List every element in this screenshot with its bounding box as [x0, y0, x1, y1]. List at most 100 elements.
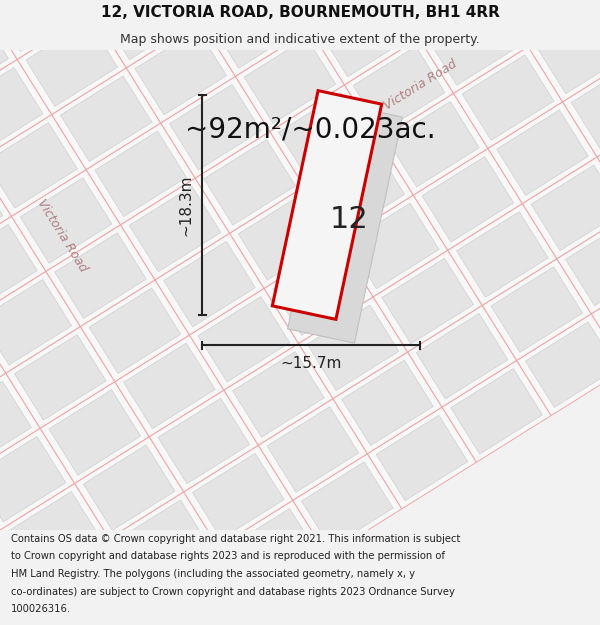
- Polygon shape: [209, 0, 301, 68]
- Polygon shape: [566, 220, 600, 306]
- Text: ~15.7m: ~15.7m: [280, 356, 341, 371]
- Polygon shape: [11, 169, 121, 271]
- Polygon shape: [413, 149, 523, 250]
- Text: 100026316.: 100026316.: [11, 604, 71, 614]
- Polygon shape: [121, 178, 230, 280]
- Polygon shape: [0, 216, 46, 318]
- Polygon shape: [0, 169, 3, 255]
- Polygon shape: [379, 93, 488, 195]
- Polygon shape: [428, 0, 520, 85]
- Polygon shape: [238, 195, 330, 280]
- Polygon shape: [80, 280, 190, 382]
- Polygon shape: [451, 369, 542, 454]
- Polygon shape: [0, 68, 43, 153]
- Polygon shape: [0, 224, 37, 310]
- Polygon shape: [347, 203, 439, 289]
- Polygon shape: [126, 21, 235, 123]
- Polygon shape: [0, 279, 71, 365]
- Polygon shape: [416, 314, 508, 399]
- Polygon shape: [118, 500, 209, 586]
- Polygon shape: [198, 296, 290, 382]
- Polygon shape: [0, 318, 6, 420]
- Polygon shape: [307, 305, 399, 391]
- Polygon shape: [304, 140, 413, 242]
- Polygon shape: [338, 195, 448, 297]
- Polygon shape: [267, 407, 359, 492]
- Polygon shape: [101, 0, 192, 60]
- Polygon shape: [373, 250, 482, 352]
- Polygon shape: [124, 343, 215, 429]
- Polygon shape: [193, 453, 284, 539]
- Polygon shape: [523, 157, 600, 259]
- Polygon shape: [313, 148, 404, 234]
- Polygon shape: [14, 334, 106, 420]
- Polygon shape: [502, 0, 594, 39]
- Text: ~18.3m: ~18.3m: [179, 174, 193, 236]
- Polygon shape: [61, 76, 152, 161]
- Polygon shape: [0, 122, 77, 208]
- Polygon shape: [89, 288, 181, 374]
- Polygon shape: [275, 0, 385, 30]
- Text: 12, VICTORIA ROAD, BOURNEMOUTH, BH1 4RR: 12, VICTORIA ROAD, BOURNEMOUTH, BH1 4RR: [101, 5, 499, 20]
- Polygon shape: [442, 361, 551, 462]
- Polygon shape: [230, 187, 338, 288]
- Polygon shape: [175, 0, 267, 13]
- Polygon shape: [517, 314, 600, 416]
- Polygon shape: [17, 12, 126, 114]
- Text: to Crown copyright and database rights 2023 and is reproduced with the permissio: to Crown copyright and database rights 2…: [11, 551, 445, 561]
- Polygon shape: [526, 322, 600, 408]
- Text: Victoria Road: Victoria Road: [381, 58, 459, 112]
- Polygon shape: [376, 415, 468, 501]
- Polygon shape: [224, 344, 333, 445]
- Polygon shape: [0, 373, 40, 475]
- Polygon shape: [66, 0, 158, 4]
- Polygon shape: [55, 233, 146, 318]
- Polygon shape: [385, 0, 494, 38]
- Polygon shape: [129, 186, 221, 272]
- Polygon shape: [462, 55, 554, 140]
- Polygon shape: [0, 12, 8, 98]
- Polygon shape: [597, 110, 600, 212]
- Polygon shape: [58, 0, 166, 12]
- Polygon shape: [382, 258, 473, 344]
- Text: Map shows position and indicative extent of the property.: Map shows position and indicative extent…: [120, 32, 480, 46]
- Polygon shape: [0, 483, 109, 585]
- Polygon shape: [190, 288, 299, 390]
- Polygon shape: [422, 157, 514, 242]
- Polygon shape: [164, 241, 256, 327]
- Text: Victoria Road: Victoria Road: [34, 196, 89, 274]
- Polygon shape: [287, 103, 403, 343]
- Polygon shape: [86, 123, 195, 225]
- Polygon shape: [233, 352, 324, 437]
- Polygon shape: [0, 381, 31, 467]
- Polygon shape: [74, 437, 184, 539]
- Text: ~92m²/~0.023ac.: ~92m²/~0.023ac.: [185, 116, 436, 144]
- Polygon shape: [34, 539, 143, 625]
- Polygon shape: [115, 335, 224, 437]
- Polygon shape: [235, 30, 344, 131]
- Polygon shape: [184, 445, 293, 547]
- Polygon shape: [528, 0, 600, 102]
- Polygon shape: [201, 0, 310, 76]
- Polygon shape: [0, 271, 80, 373]
- Polygon shape: [0, 585, 69, 625]
- Polygon shape: [218, 501, 327, 602]
- Polygon shape: [109, 492, 218, 594]
- Polygon shape: [52, 68, 161, 169]
- Polygon shape: [0, 538, 26, 624]
- Polygon shape: [299, 297, 407, 399]
- Polygon shape: [310, 0, 419, 85]
- Polygon shape: [135, 29, 227, 115]
- Polygon shape: [557, 212, 600, 314]
- Polygon shape: [0, 0, 92, 59]
- Polygon shape: [272, 91, 382, 319]
- Polygon shape: [0, 4, 17, 106]
- Polygon shape: [49, 390, 140, 475]
- Polygon shape: [270, 85, 379, 187]
- Polygon shape: [457, 212, 548, 297]
- Polygon shape: [494, 0, 600, 47]
- Polygon shape: [563, 55, 600, 157]
- Polygon shape: [448, 204, 557, 306]
- Polygon shape: [244, 38, 336, 123]
- Polygon shape: [419, 0, 528, 93]
